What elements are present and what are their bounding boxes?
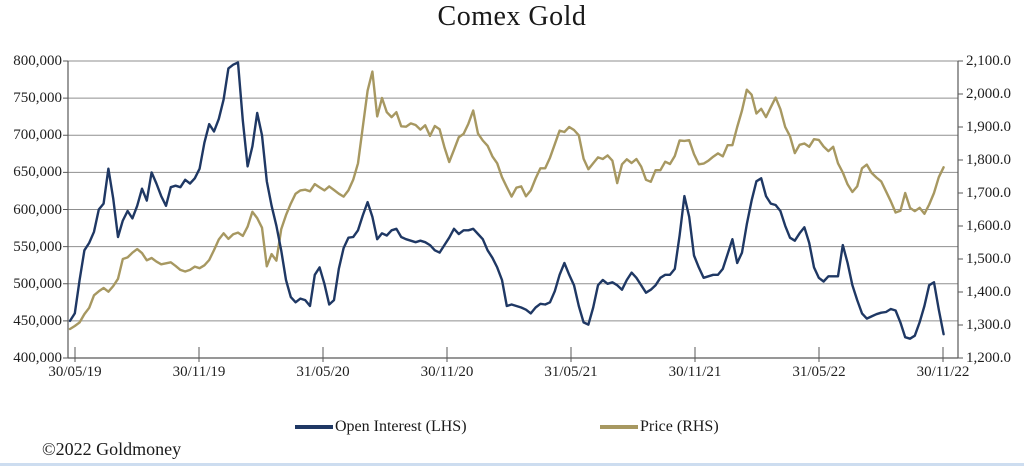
x-axis-tick-label: 31/05/22 [792,364,846,380]
x-axis-tick-label: 30/11/20 [420,364,474,380]
x-axis-tick-label: 30/11/22 [916,364,970,380]
y-axis-left-tick-label: 600,000 [13,201,62,218]
y-axis-left-tick-label: 650,000 [13,164,62,181]
x-axis-tick-label: 31/05/20 [296,364,350,380]
open-interest-line-swatch [295,425,333,429]
y-axis-left-tick-label: 700,000 [13,127,62,144]
y-axis-right-tick-label: 1,500.0 [966,251,1011,267]
legend-label-open-interest: Open Interest (LHS) [335,418,467,435]
y-axis-right-tick-label: 2,100.0 [966,53,1011,69]
y-axis-right-tick-label: 1,300.0 [966,317,1011,333]
legend-item-price: Price (RHS) [600,416,719,438]
y-axis-left-tick-label: 400,000 [13,350,62,366]
y-axis-right-tick-label: 1,900.0 [966,119,1011,135]
legend-item-open-interest: Open Interest (LHS) [295,416,467,438]
y-axis-left-tick-label: 500,000 [13,275,62,292]
x-axis-tick-label: 30/11/19 [172,364,226,380]
copyright-notice: ©2022 Goldmoney [42,439,182,459]
legend-label-price: Price (RHS) [640,418,719,435]
y-axis-right-tick-label: 2,000.0 [966,86,1011,102]
bottom-rule [0,463,1024,466]
chart-title: Comex Gold [437,1,587,32]
y-axis-right-tick-label: 1,200.0 [966,350,1011,366]
price-line-swatch [600,425,638,429]
legend: Open Interest (LHS) Price (RHS) [0,416,1024,438]
y-axis-left-tick-label: 750,000 [13,90,62,107]
y-axis-left-tick-label: 550,000 [13,238,62,255]
y-axis-left-tick-label: 800,000 [13,53,62,69]
open-interest-line [68,61,945,340]
x-axis-tick-label: 30/11/21 [668,364,722,380]
y-axis-right-tick-label: 1,700.0 [966,185,1011,201]
price-line [68,70,945,331]
x-axis-tick-label: 30/05/19 [48,364,102,380]
y-axis-left-tick-label: 450,000 [13,312,62,329]
x-axis-tick-label: 31/05/21 [544,364,598,380]
y-axis-right-tick-label: 1,800.0 [966,152,1011,168]
y-axis-right-tick-label: 1,400.0 [966,284,1011,300]
y-axis-right-tick-label: 1,600.0 [966,218,1011,234]
